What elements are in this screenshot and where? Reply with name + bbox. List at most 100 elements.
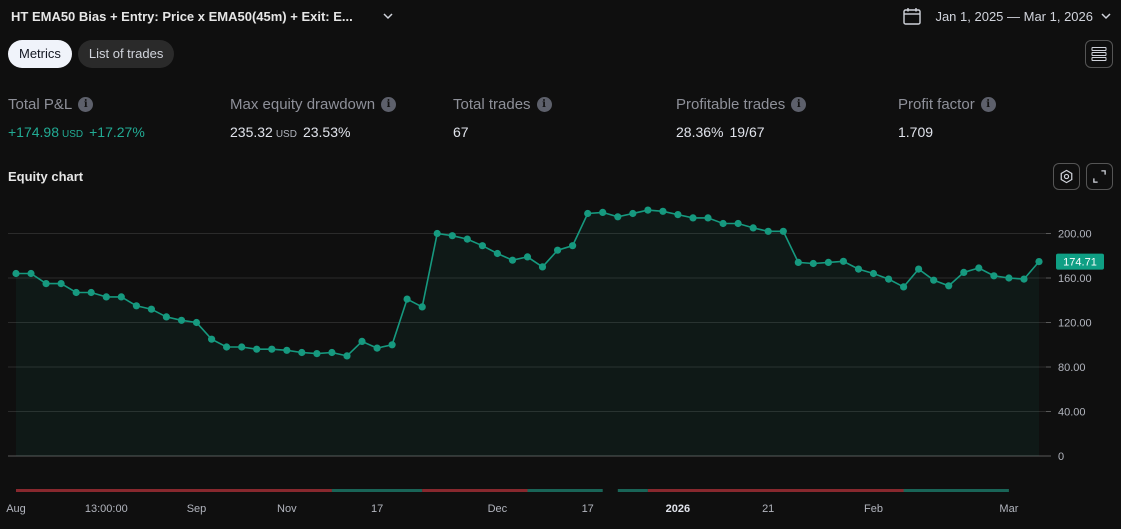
equity-point <box>794 258 802 266</box>
equity-point <box>538 263 547 271</box>
fullscreen-button[interactable] <box>1086 163 1113 190</box>
chevron-down-icon[interactable] <box>1099 9 1113 23</box>
equity-point <box>117 293 125 301</box>
equity-point <box>960 268 968 276</box>
info-icon[interactable]: i <box>78 97 94 112</box>
metric-profitable-trades: Profitable trades i 28.36% 19/67 <box>676 96 807 140</box>
metric-label: Profitable trades <box>676 96 786 113</box>
x-tick-label: 21 <box>762 503 774 515</box>
metric-max-drawdown: Max equity drawdown i 235.32 USD 23.53% <box>230 96 397 140</box>
hamburger-menu-icon <box>1091 47 1107 61</box>
equity-point <box>584 209 592 218</box>
equity-point <box>162 313 170 321</box>
x-tick-label: Mar <box>999 503 1018 515</box>
equity-point <box>824 258 833 266</box>
currency-label: USD <box>275 129 297 140</box>
equity-point <box>508 256 517 264</box>
equity-point <box>704 214 712 222</box>
equity-point <box>809 259 817 268</box>
report-tabs: Metrics List of trades <box>8 40 175 68</box>
equity-point <box>614 213 622 221</box>
last-value-badge <box>1056 253 1104 270</box>
y-tick-label: 120.00 <box>1058 318 1092 330</box>
equity-point <box>1020 275 1028 283</box>
info-icon[interactable]: i <box>791 97 807 112</box>
profit-factor-value: 1.709 <box>898 124 934 140</box>
expand-icon <box>1093 170 1106 183</box>
y-tick-label: 200.00 <box>1058 229 1092 241</box>
trade-result-segment <box>422 489 528 492</box>
equity-point <box>42 280 50 288</box>
info-icon[interactable]: i <box>381 97 397 112</box>
equity-point <box>749 224 757 232</box>
equity-point <box>358 337 366 345</box>
equity-point <box>12 269 20 278</box>
equity-point <box>283 346 291 354</box>
equity-point <box>1005 274 1013 282</box>
x-tick-label: 13:00:00 <box>85 503 128 515</box>
total-pnl-value: +174.98 <box>8 124 59 140</box>
tab-metrics[interactable]: Metrics <box>8 40 72 68</box>
metric-label: Total P&L <box>8 96 73 113</box>
calendar-icon[interactable] <box>902 6 922 26</box>
last-value-label: 174.71 <box>1063 257 1097 269</box>
strategy-title[interactable]: HT EMA50 Bias + Entry: Price x EMA50(45m… <box>11 9 353 24</box>
menu-button[interactable] <box>1085 40 1113 68</box>
trade-result-segment <box>527 489 603 492</box>
equity-point <box>674 211 682 219</box>
equity-point <box>268 345 276 353</box>
equity-point <box>328 348 336 357</box>
y-tick-label: 80.00 <box>1058 362 1086 374</box>
equity-point <box>192 318 201 327</box>
metric-label: Profit factor <box>898 96 975 113</box>
metric-label: Max equity drawdown <box>230 96 376 113</box>
x-tick-label: Dec <box>488 503 508 515</box>
equity-point <box>388 341 396 349</box>
chart-settings-button[interactable] <box>1053 163 1080 190</box>
metric-total-pnl: Total P&L i +174.98 USD +17.27% <box>8 96 145 140</box>
x-tick-label: 17 <box>582 503 594 515</box>
y-tick-label: 40.00 <box>1058 407 1086 419</box>
equity-point <box>569 242 577 250</box>
equity-point <box>298 348 306 357</box>
equity-point <box>478 242 486 250</box>
trade-result-segment <box>16 489 332 492</box>
tab-list-of-trades[interactable]: List of trades <box>77 40 175 68</box>
profitable-trades-percent: 28.36% <box>676 124 724 140</box>
equity-point <box>132 302 140 310</box>
top-bar: HT EMA50 Bias + Entry: Price x EMA50(45m… <box>0 0 1121 34</box>
date-range-label[interactable]: Jan 1, 2025 — Mar 1, 2026 <box>935 8 1093 24</box>
currency-label: USD <box>62 129 84 140</box>
x-tick-label: 2026 <box>666 503 690 515</box>
y-tick-label: 0 <box>1058 451 1064 463</box>
equity-point <box>493 249 501 258</box>
equity-point <box>900 283 908 291</box>
equity-point <box>147 305 155 313</box>
profitable-trades-ratio: 19/67 <box>729 124 765 140</box>
equity-point <box>1035 258 1043 266</box>
equity-point <box>779 227 787 235</box>
metrics-row: Total P&L i +174.98 USD +17.27% Max equity… <box>8 96 1113 146</box>
equity-point <box>253 345 261 353</box>
equity-point <box>57 280 65 288</box>
equity-chart[interactable]: 200.00 160.00 120.00 80.00 40.00 0 174.71 Aug 13… <box>0 190 1121 529</box>
metric-profit-factor: Profit factor i 1.709 <box>898 96 996 140</box>
equity-point <box>734 219 742 228</box>
info-icon[interactable]: i <box>536 97 552 112</box>
trade-result-segment <box>331 489 423 492</box>
chevron-down-icon[interactable] <box>381 9 395 23</box>
equity-point <box>885 275 893 283</box>
equity-point <box>418 303 426 311</box>
equity-point <box>915 265 923 273</box>
trade-result-segment <box>903 489 1009 492</box>
info-icon[interactable]: i <box>980 97 996 112</box>
settings-icon <box>1060 169 1073 184</box>
x-tick-label: 17 <box>371 503 383 515</box>
equity-point <box>343 352 351 360</box>
x-tick-label: Sep <box>187 503 207 515</box>
equity-point <box>523 253 532 261</box>
date-range-selector[interactable]: Jan 1, 2025 — Mar 1, 2026 <box>902 5 1113 27</box>
equity-point <box>223 343 231 351</box>
max-drawdown-value: 235.32 <box>230 124 273 140</box>
equity-point <box>373 344 381 352</box>
